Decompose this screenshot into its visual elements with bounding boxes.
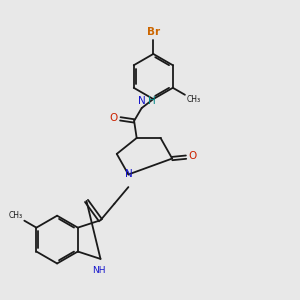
Text: N: N (138, 96, 146, 106)
Text: N: N (124, 169, 132, 179)
Text: H: H (148, 96, 155, 106)
Text: NH: NH (92, 266, 106, 274)
Text: CH₃: CH₃ (9, 211, 23, 220)
Text: O: O (110, 113, 118, 123)
Text: Br: Br (147, 27, 160, 38)
Text: O: O (189, 152, 197, 161)
Text: CH₃: CH₃ (186, 95, 200, 104)
